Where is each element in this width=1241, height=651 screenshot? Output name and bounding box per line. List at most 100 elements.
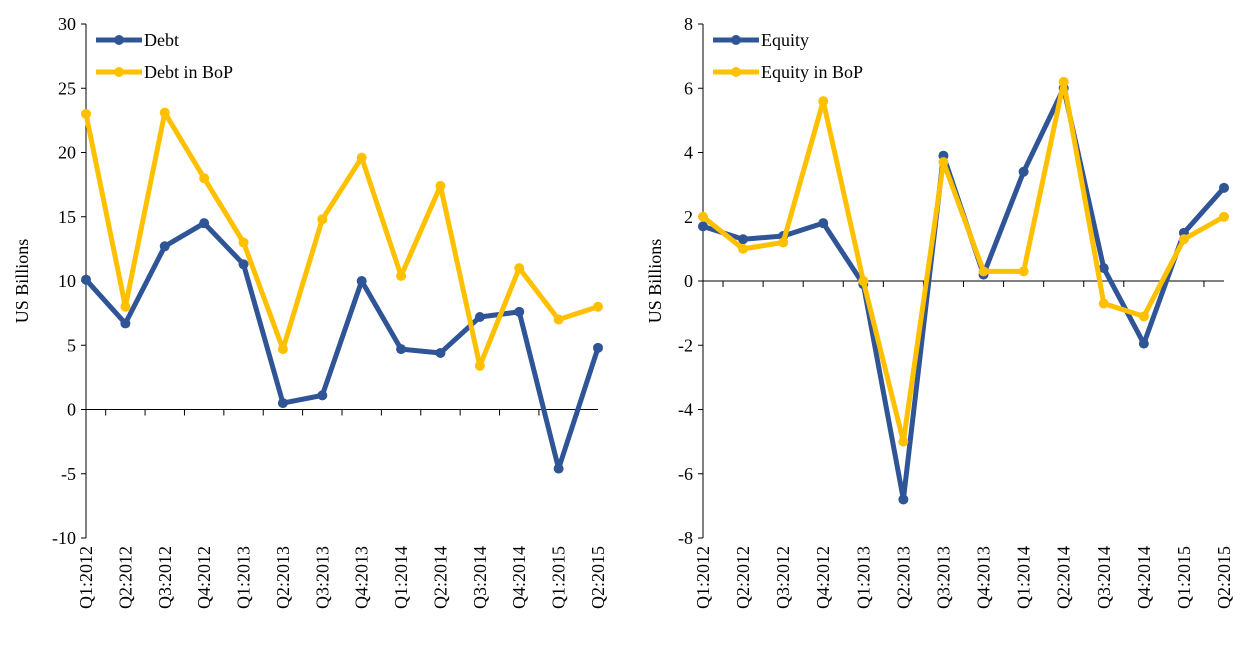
data-point [81, 274, 91, 285]
data-point [317, 390, 328, 401]
data-point [778, 237, 789, 248]
y-tick-label: 20 [58, 143, 76, 163]
x-tick-label: Q1:2013 [853, 546, 873, 609]
data-point [593, 342, 603, 353]
x-tick-label: Q1:2013 [234, 546, 254, 609]
x-tick-label: Q2:2012 [115, 546, 135, 609]
x-tick-label: Q1:2012 [693, 546, 713, 609]
x-tick-label: Q3:2012 [155, 546, 175, 609]
y-axis-label: US Billions [645, 239, 665, 324]
data-point [238, 259, 249, 270]
data-point [938, 157, 949, 168]
data-point [1219, 211, 1229, 222]
x-tick-label: Q1:2014 [1014, 546, 1034, 609]
data-point [199, 173, 210, 184]
x-tick-label: Q4:2014 [509, 546, 529, 609]
data-point [514, 306, 525, 317]
legend-marker [114, 67, 124, 77]
x-tick-label: Q3:2014 [1094, 546, 1114, 609]
data-point [1058, 76, 1069, 87]
data-point [858, 276, 869, 286]
data-point [1098, 263, 1109, 274]
data-point [1178, 234, 1189, 245]
y-tick-label: -10 [52, 528, 76, 548]
x-tick-label: Q3:2014 [470, 546, 490, 609]
data-point [514, 263, 525, 274]
data-point [159, 107, 170, 118]
data-point [1219, 182, 1229, 193]
data-point [818, 218, 829, 229]
y-tick-label: 8 [684, 14, 693, 34]
data-point [1018, 266, 1029, 277]
x-tick-label: Q3:2013 [312, 546, 332, 609]
series-line [83, 110, 599, 369]
x-tick-label: Q2:2014 [430, 546, 450, 609]
y-tick-label: -5 [61, 464, 76, 484]
data-point [277, 344, 288, 355]
data-point [898, 436, 909, 447]
data-point [978, 266, 989, 277]
data-point [396, 344, 407, 355]
data-point [1018, 166, 1029, 177]
data-point [818, 96, 829, 107]
legend-marker [731, 35, 741, 45]
data-point [356, 152, 367, 163]
x-tick-label: Q4:2013 [352, 546, 372, 609]
data-point [738, 234, 749, 245]
data-point [593, 301, 603, 312]
y-tick-label: 4 [684, 143, 693, 163]
y-tick-label: 30 [58, 14, 76, 34]
x-tick-label: Q1:2015 [1174, 546, 1194, 609]
x-tick-label: Q4:2012 [813, 546, 833, 609]
y-tick-label: -8 [678, 528, 693, 548]
data-point [1138, 311, 1149, 322]
legend-label: Equity [761, 30, 809, 50]
x-tick-label: Q4:2014 [1134, 546, 1154, 609]
x-tick-label: Q1:2012 [76, 546, 96, 609]
x-tick-label: Q2:2013 [893, 546, 913, 609]
data-point [81, 108, 91, 119]
x-tick-label: Q2:2015 [1214, 546, 1234, 609]
x-tick-label: Q2:2012 [733, 546, 753, 609]
data-point [238, 237, 249, 248]
x-tick-label: Q2:2013 [273, 546, 293, 609]
legend-label: Debt [144, 30, 179, 50]
data-point [277, 398, 288, 409]
legend-marker [731, 67, 741, 77]
x-tick-label: Q2:2014 [1054, 546, 1074, 609]
data-point [317, 214, 328, 225]
data-point [1138, 338, 1149, 349]
legend-label: Equity in BoP [761, 62, 863, 82]
data-point [474, 360, 485, 371]
y-tick-label: 2 [684, 207, 693, 227]
y-tick-label: 25 [58, 78, 76, 98]
data-point [898, 494, 909, 505]
data-point [435, 180, 446, 191]
y-tick-label: 10 [58, 271, 76, 291]
y-tick-label: -6 [678, 464, 693, 484]
y-tick-label: -4 [678, 400, 693, 420]
y-tick-label: 0 [67, 400, 76, 420]
data-point [553, 314, 564, 325]
series-line [701, 79, 1226, 445]
data-point [120, 301, 131, 312]
data-point [474, 311, 485, 322]
data-point [738, 243, 749, 254]
x-tick-label: Q4:2013 [974, 546, 994, 609]
data-point [1098, 298, 1109, 309]
data-point [120, 318, 131, 329]
y-tick-label: 6 [684, 78, 693, 98]
y-tick-label: 15 [58, 207, 76, 227]
legend-label: Debt in BoP [144, 62, 233, 82]
data-point [396, 270, 407, 281]
data-point [698, 221, 708, 232]
x-tick-label: Q2:2015 [588, 546, 608, 609]
x-tick-label: Q1:2015 [549, 546, 569, 609]
x-tick-label: Q3:2013 [933, 546, 953, 609]
data-point [199, 218, 210, 229]
legend-marker [114, 35, 124, 45]
data-point [435, 347, 446, 358]
y-tick-label: 0 [684, 271, 693, 291]
y-tick-label: 5 [67, 335, 76, 355]
